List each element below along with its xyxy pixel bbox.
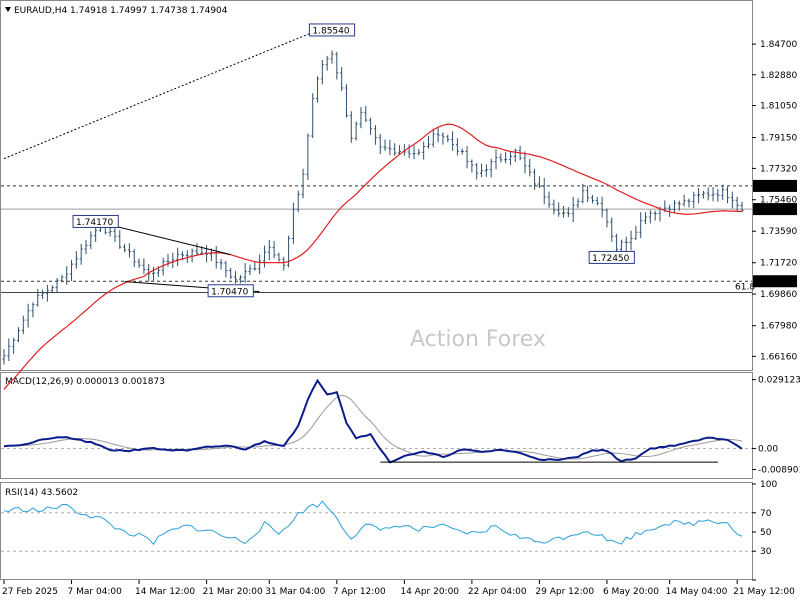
current-price-tag-box [753, 203, 797, 216]
time-tick-label-11: 21 May 12:00 [733, 587, 795, 597]
support-price-tag-box [753, 275, 797, 288]
price-tick-label-3: 1.79150 [760, 134, 797, 144]
rsi-panel [0, 482, 753, 580]
price-callout-box-2 [207, 284, 254, 298]
macd-line [3, 378, 743, 464]
axis-layer: 1.84700 1.82880 1.81050 1.79150 1.77320 1.754… [2, 40, 800, 597]
macd-signal-line [3, 394, 743, 460]
symbol-header: EURAUD,H4 1.74918 1.74997 1.74738 1.7490… [14, 6, 228, 16]
macd-tick-label-0: 0.029123 [758, 376, 800, 386]
time-tick-label-7: 22 Apr 04:00 [468, 587, 527, 597]
support-price-tag: 1.70620 [756, 278, 793, 288]
macd-tick-label-1: 0.00 [758, 444, 778, 454]
watermark: Action Forex [410, 327, 546, 352]
price-callout-2: 1.70470 [211, 287, 248, 297]
time-tick-label-2: 14 Mar 12:00 [135, 587, 195, 597]
time-tick-label-1: 7 Mar 04:00 [68, 587, 123, 597]
rsi-tick-label-3: 30 [760, 547, 772, 557]
price-callout-0: 1.85540 [312, 26, 349, 36]
price-tick-label-8: 1.69860 [760, 290, 797, 300]
time-tick-label-4: 31 Mar 04:00 [265, 587, 325, 597]
rsi-tick-label-1: 70 [760, 509, 772, 519]
time-tick-label-10: 14 May 04:00 [666, 587, 728, 597]
price-callout-box-0 [308, 23, 356, 37]
resistance-price-tag: 1.76280 [756, 182, 793, 192]
macd-tick-label-2: -0.008901 [758, 465, 800, 475]
price-callout-box-1 [72, 214, 119, 228]
macd-label: MACD(12,26,9) 0.000013 0.001873 [5, 377, 165, 387]
time-tick-label-0: 27 Feb 2025 [2, 587, 58, 597]
candle-layer [2, 50, 744, 365]
fib-618-label: 61.8 [735, 283, 755, 293]
macd-panel [0, 372, 753, 479]
time-tick-label-9: 6 May 20:00 [603, 587, 659, 597]
price-tick-label-2: 1.81050 [760, 102, 797, 112]
resistance-price-tag-box [753, 179, 797, 192]
rsi-label: RSI(14) 43.5602 [5, 488, 78, 498]
time-tick-label-8: 29 Apr 12:00 [535, 587, 594, 597]
price-tick-label-4: 1.77320 [760, 164, 797, 174]
rsi-line [3, 500, 743, 546]
price-tick-label-7: 1.71720 [760, 259, 797, 269]
indicator-layer [3, 123, 743, 546]
price-callout-3: 1.72450 [592, 254, 629, 264]
rsi-tick-label-0: 100 [760, 480, 777, 490]
price-tick-label-1: 1.82880 [760, 71, 797, 81]
time-tick-label-3: 21 Mar 20:00 [203, 587, 263, 597]
price-tick-label-6: 1.73590 [760, 227, 797, 237]
rsi-tick-label-2: 50 [760, 528, 772, 538]
price-callout-1: 1.74170 [76, 218, 113, 228]
price-tick-label-0: 1.84700 [760, 40, 797, 50]
price-callout-box-3 [588, 250, 635, 264]
price-tick-label-5: 1.75460 [760, 196, 797, 206]
time-tick-label-5: 7 Apr 12:00 [333, 587, 386, 597]
grid-layer [1, 447, 752, 552]
current-price-tag: 1.74904 [756, 206, 793, 216]
annotation-layer: 1.85540 1.74170 1.70470 1.72450 [3, 23, 718, 463]
dropdown-triangle-icon[interactable] [5, 7, 11, 12]
price-tick-label-10: 1.66160 [760, 352, 797, 362]
time-tick-label-6: 14 Apr 20:00 [400, 587, 459, 597]
level-layer: 61.8 [1, 185, 755, 294]
dotted-trend-line [3, 31, 313, 160]
price-tick-label-9: 1.67980 [760, 322, 797, 332]
